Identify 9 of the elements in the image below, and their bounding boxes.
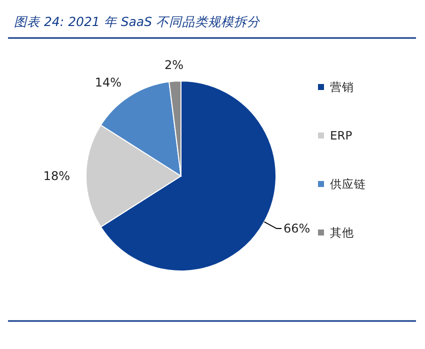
data-label: 2% bbox=[164, 58, 184, 72]
data-label: 66% bbox=[284, 222, 310, 236]
data-label: 14% bbox=[94, 75, 122, 90]
data-label: 18% bbox=[43, 169, 70, 183]
legend-label: 其他 bbox=[330, 226, 354, 240]
chart-title: 图表 24: 2021 年 SaaS 不同品类规模拆分 bbox=[14, 14, 261, 29]
legend-label: 供应链 bbox=[330, 177, 366, 191]
legend-label: 营销 bbox=[330, 80, 354, 94]
legend-label: ERP bbox=[330, 128, 352, 142]
